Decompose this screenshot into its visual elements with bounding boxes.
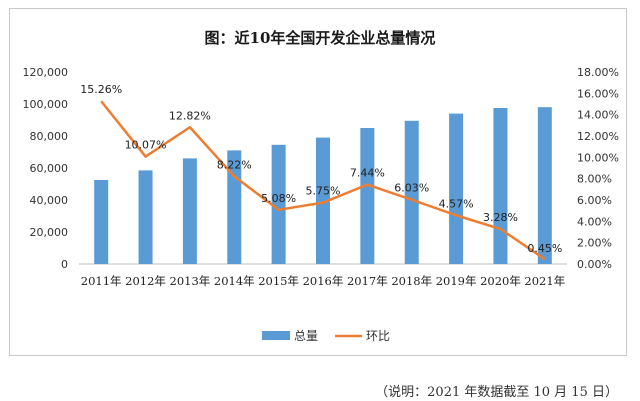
data-label: 5.75% (306, 185, 341, 198)
right-tick-label: 12.00% (577, 130, 619, 143)
right-tick-label: 8.00% (577, 173, 612, 186)
chart-title: 图：近10年全国开发企业总量情况 (205, 29, 436, 47)
right-tick-label: 2.00% (577, 237, 612, 250)
x-tick-label: 2015年 (258, 274, 299, 288)
right-tick-label: 18.00% (577, 66, 619, 79)
bar-2011年 (94, 180, 109, 264)
x-tick-label: 2017年 (347, 274, 388, 288)
left-tick-label: 40,000 (30, 194, 69, 207)
data-label: 8.22% (217, 158, 252, 171)
bar-2018年 (404, 120, 419, 264)
right-tick-label: 14.00% (577, 109, 619, 122)
left-tick-label: 0 (61, 258, 68, 271)
left-tick-label: 120,000 (23, 66, 69, 79)
bar-2021年 (537, 107, 552, 264)
x-tick-label: 2012年 (125, 274, 166, 288)
bar-2015年 (271, 144, 286, 264)
data-label: 7.44% (350, 167, 385, 180)
x-tick-label: 2019年 (436, 274, 477, 288)
data-label: 4.57% (439, 197, 474, 210)
left-tick-label: 20,000 (30, 226, 69, 239)
bar-2013年 (182, 158, 197, 264)
data-label: 10.07% (125, 139, 167, 152)
bar-2020年 (493, 108, 508, 264)
data-label: 3.28% (483, 211, 518, 224)
bar-2017年 (360, 128, 375, 264)
data-label: 0.45% (527, 242, 562, 255)
data-label: 15.26% (80, 83, 122, 96)
data-label: 5.08% (261, 192, 296, 205)
line-环比 (100, 100, 546, 261)
data-label: 12.82% (169, 109, 211, 122)
x-tick-label: 2011年 (81, 274, 122, 288)
right-tick-label: 10.00% (577, 151, 619, 164)
footnote: （说明：2021 年数据截至 10 月 15 日） (375, 385, 618, 400)
x-tick-label: 2021年 (524, 274, 565, 288)
bar-2019年 (449, 113, 464, 264)
right-tick-label: 6.00% (577, 194, 612, 207)
x-tick-label: 2018年 (391, 274, 432, 288)
bar-2016年 (316, 137, 330, 264)
right-tick-label: 16.00% (577, 87, 619, 100)
x-tick-label: 2020年 (480, 274, 521, 288)
left-tick-label: 60,000 (30, 162, 69, 175)
x-tick-label: 2016年 (303, 274, 344, 288)
legend-label-line: 环比 (366, 329, 390, 343)
left-tick-label: 80,000 (30, 130, 69, 143)
legend-label-bars: 总量 (294, 329, 318, 343)
legend-swatch-bars (262, 331, 290, 340)
x-tick-label: 2014年 (214, 274, 255, 288)
x-tick-label: 2013年 (170, 274, 211, 288)
left-tick-label: 100,000 (23, 98, 69, 111)
data-label: 6.03% (394, 182, 429, 195)
bar-2012年 (138, 170, 153, 264)
right-tick-label: 4.00% (577, 215, 612, 228)
right-tick-label: 0.00% (577, 258, 612, 271)
